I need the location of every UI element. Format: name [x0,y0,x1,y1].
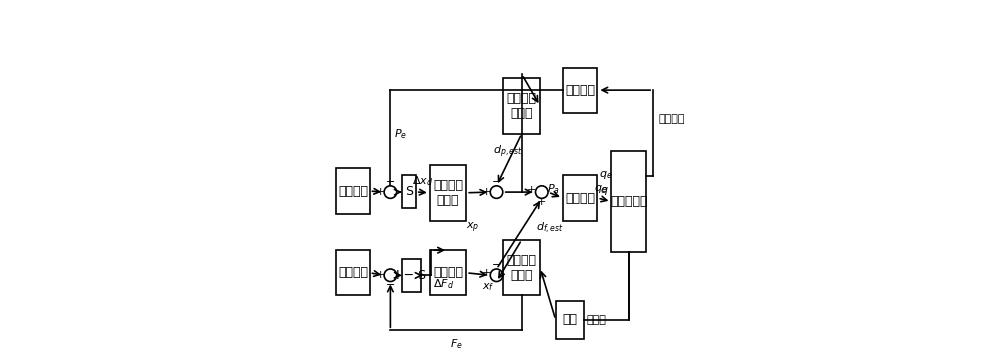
FancyBboxPatch shape [503,240,540,295]
Circle shape [490,186,503,198]
Text: +: + [376,270,385,280]
FancyBboxPatch shape [430,250,466,295]
Text: S: S [405,185,413,198]
Text: $x_p$: $x_p$ [466,220,480,235]
Text: 压力干扰
观测器: 压力干扰 观测器 [507,253,537,282]
FancyBboxPatch shape [556,301,584,339]
Text: $P_a$: $P_a$ [547,182,560,196]
Circle shape [535,186,548,198]
FancyBboxPatch shape [430,165,466,220]
Text: $P_e$: $P_e$ [394,127,407,141]
Text: +: + [376,187,385,197]
Text: $q_e$: $q_e$ [594,184,607,195]
FancyBboxPatch shape [563,67,597,113]
Circle shape [490,269,503,282]
Text: 位置干扰
观测器: 位置干扰 观测器 [507,92,537,120]
Text: +: + [537,197,546,207]
Text: 力反馈: 力反馈 [587,315,607,325]
Text: +: + [482,187,491,197]
Text: +: + [527,185,536,195]
Text: 压力参考: 压力参考 [338,266,368,279]
FancyBboxPatch shape [402,259,421,292]
Text: 逆运动学: 逆运动学 [565,191,595,204]
Text: $q$: $q$ [600,185,609,197]
Text: $\Delta x_d$: $\Delta x_d$ [412,175,433,189]
Text: $d_{f,est}$: $d_{f,est}$ [536,221,564,236]
Text: −: − [492,177,501,187]
Circle shape [384,186,397,198]
Text: 滤波: 滤波 [562,313,577,326]
Text: −: − [386,177,395,187]
Text: +: + [482,268,491,278]
Text: $\Delta F_d$: $\Delta F_d$ [433,277,454,291]
Text: 多轴机械臂: 多轴机械臂 [610,195,648,208]
Text: $q_e$: $q_e$ [599,169,613,181]
Text: $x_f$: $x_f$ [482,282,494,293]
Text: 位置滑模
控制器: 位置滑模 控制器 [433,179,463,207]
Text: 角度反馈: 角度反馈 [658,114,685,124]
FancyBboxPatch shape [611,151,646,252]
Text: $d_{p,est}$: $d_{p,est}$ [493,144,523,160]
Text: 位置参考: 位置参考 [338,185,368,197]
Text: −: − [492,260,501,270]
Text: $F_e$: $F_e$ [450,337,462,351]
Text: −: − [386,280,395,290]
FancyBboxPatch shape [503,78,540,133]
Circle shape [384,269,397,282]
Text: I − S: I − S [396,269,426,282]
FancyBboxPatch shape [563,175,597,220]
FancyBboxPatch shape [336,168,370,214]
Text: 正运动学: 正运动学 [565,84,595,97]
FancyBboxPatch shape [336,250,370,295]
Text: 力控制器: 力控制器 [433,266,463,279]
FancyBboxPatch shape [402,175,416,208]
